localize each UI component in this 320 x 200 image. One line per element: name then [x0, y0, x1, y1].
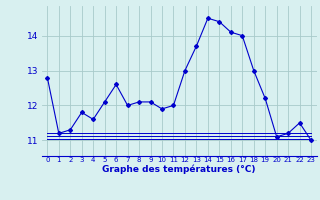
X-axis label: Graphe des températures (°C): Graphe des températures (°C) [102, 165, 256, 174]
